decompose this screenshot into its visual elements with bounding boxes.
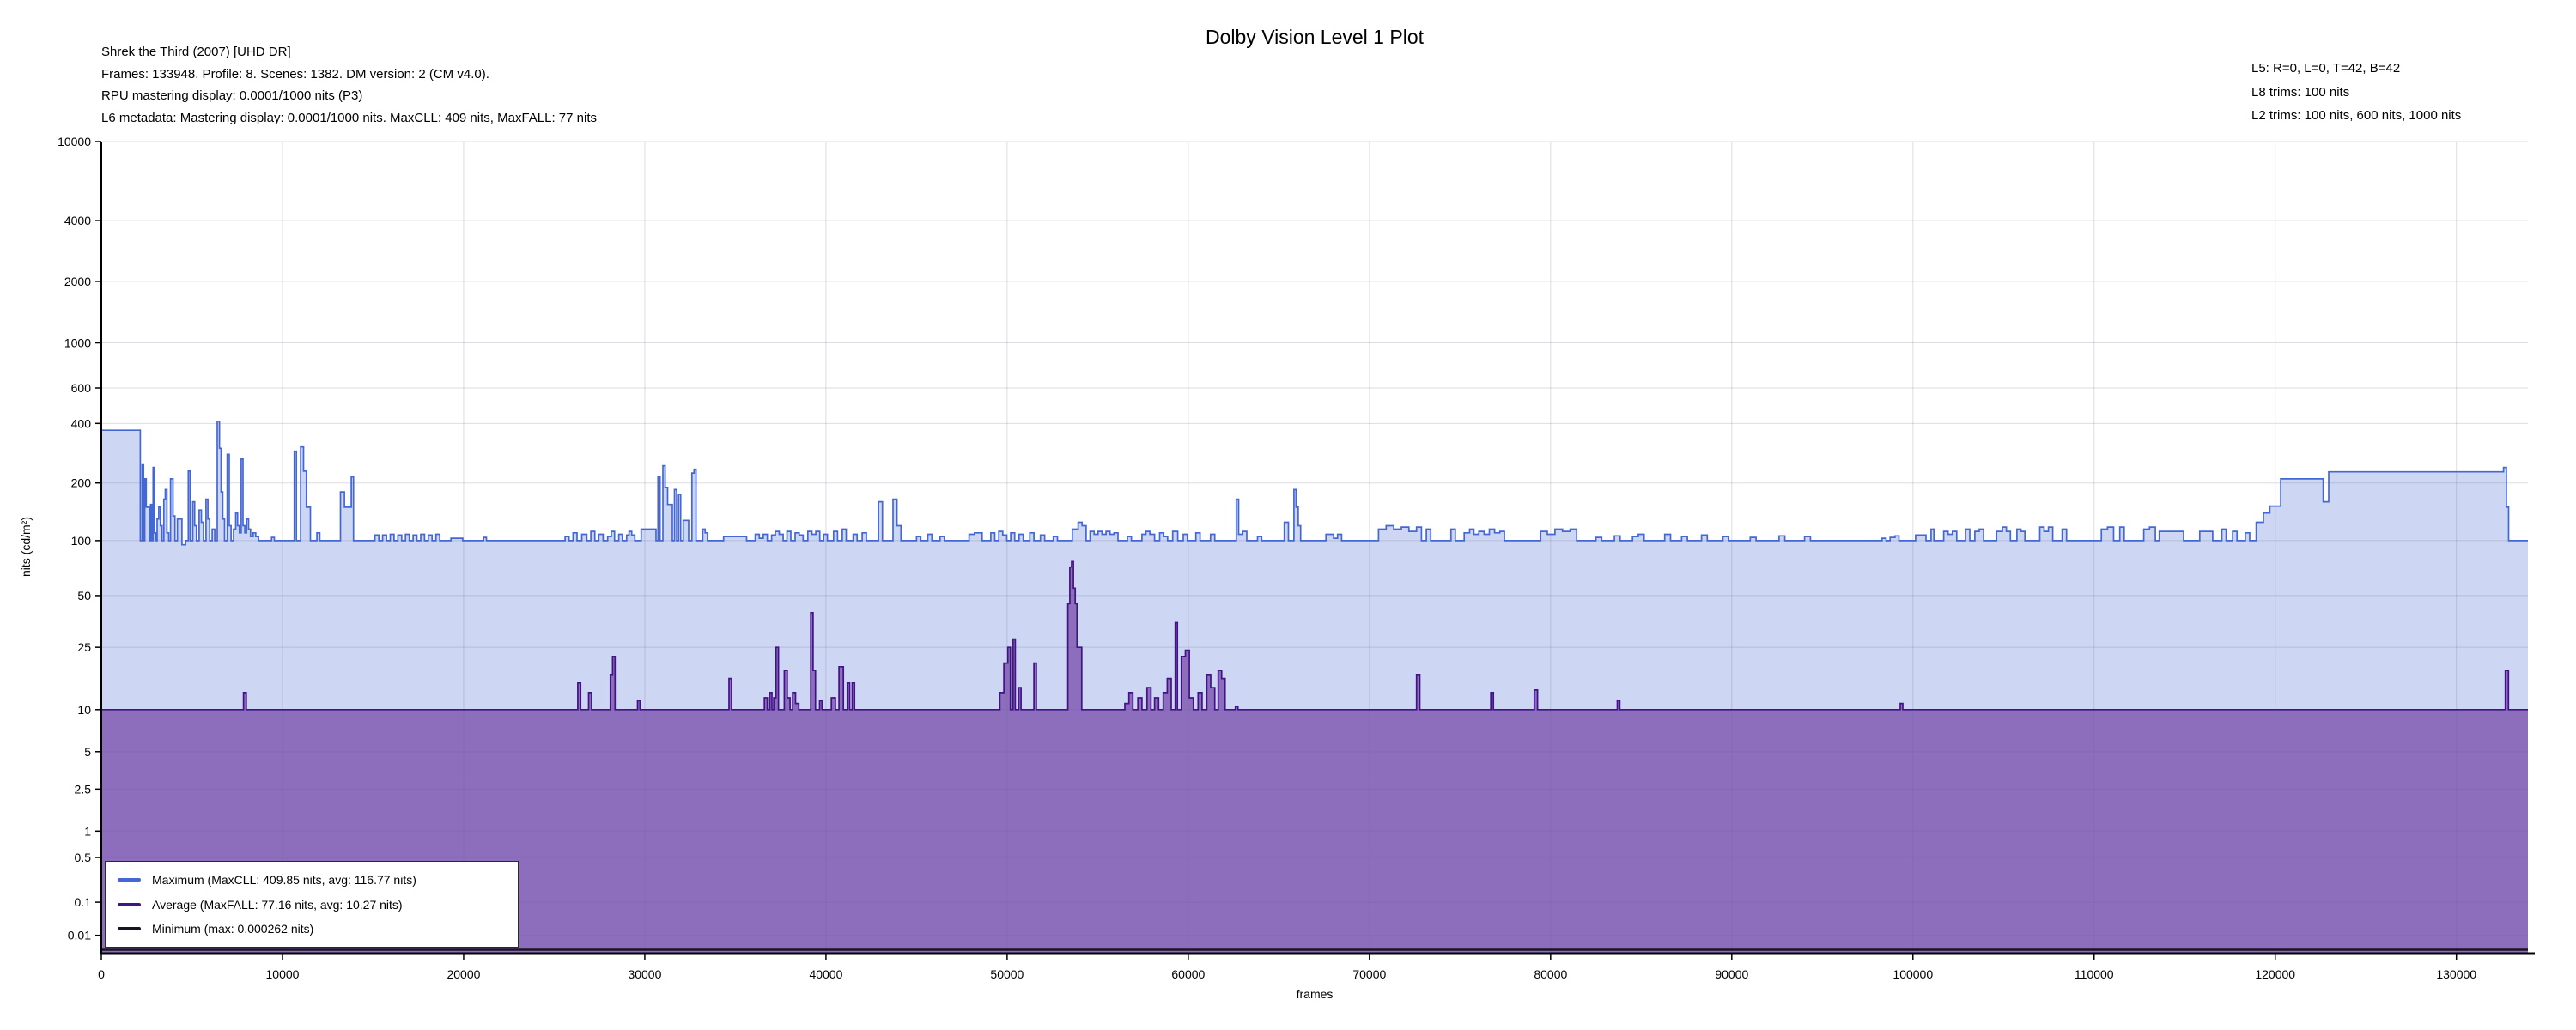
y-tick-label: 50 [77, 589, 91, 603]
x-tick-label: 0 [98, 967, 105, 981]
plot-title: Dolby Vision Level 1 Plot [1206, 26, 1424, 48]
y-tick-label: 25 [77, 640, 91, 654]
y-tick-label: 2.5 [75, 782, 92, 796]
legend-label-minimum: Minimum (max: 0.000262 nits) [152, 922, 314, 936]
metadata-block-left: Shrek the Third (2007) [UHD DR] Frames: … [101, 41, 597, 129]
legend-entry-average: Average (MaxFALL: 77.16 nits, avg: 10.27… [106, 898, 518, 912]
x-tick-label: 30000 [628, 967, 661, 981]
minimum-line-swatch-icon [118, 927, 141, 931]
x-tick-label: 50000 [990, 967, 1024, 981]
y-tick-label: 10 [77, 703, 91, 717]
y-tick-label: 5 [84, 745, 91, 759]
y-tick-label: 1 [84, 824, 91, 838]
x-tick-label: 60000 [1171, 967, 1205, 981]
legend-label-maximum: Maximum (MaxCLL: 409.85 nits, avg: 116.7… [152, 872, 416, 887]
y-axis-title: nits (cd/m²) [19, 517, 33, 577]
y-tick-label: 600 [71, 381, 92, 395]
average-series-line [101, 560, 2528, 711]
metadata-line-l8: L8 trims: 100 nits [2251, 84, 2350, 100]
legend-entry-minimum: Minimum (max: 0.000262 nits) [106, 922, 518, 936]
y-tick-label: 10000 [58, 135, 91, 148]
maximum-series-line [101, 420, 2528, 546]
y-tick-label: 2000 [64, 275, 91, 288]
legend-entry-maximum: Maximum (MaxCLL: 409.85 nits, avg: 116.7… [106, 873, 518, 887]
average-series-area [101, 561, 2528, 953]
y-tick-label: 100 [71, 534, 92, 548]
legend-label-average: Average (MaxFALL: 77.16 nits, avg: 10.27… [152, 897, 403, 912]
metadata-line-frames: Frames: 133948. Profile: 8. Scenes: 1382… [101, 66, 489, 82]
x-tick-label: 90000 [1715, 967, 1748, 981]
chart-legend: Maximum (MaxCLL: 409.85 nits, avg: 116.7… [105, 861, 519, 948]
y-tick-label: 400 [71, 416, 92, 430]
x-tick-label: 80000 [1534, 967, 1567, 981]
metadata-block-right: L5: R=0, L=0, T=42, B=42 L8 trims: 100 n… [2251, 57, 2461, 128]
metadata-line-l6: L6 metadata: Mastering display: 0.0001/1… [101, 110, 597, 125]
x-tick-label: 120000 [2255, 967, 2295, 981]
metadata-line-title: Shrek the Third (2007) [UHD DR] [101, 45, 291, 59]
y-tick-label: 0.5 [75, 851, 92, 864]
metadata-line-rpu: RPU mastering display: 0.0001/1000 nits … [101, 88, 363, 103]
x-tick-label: 130000 [2436, 967, 2476, 981]
x-tick-label: 10000 [266, 967, 300, 981]
x-tick-label: 20000 [447, 967, 480, 981]
metadata-line-l2: L2 trims: 100 nits, 600 nits, 1000 nits [2251, 108, 2462, 123]
x-tick-label: 100000 [1893, 967, 1933, 981]
x-tick-label: 40000 [809, 967, 842, 981]
y-tick-label: 0.1 [75, 895, 92, 909]
y-tick-label: 200 [71, 476, 92, 490]
y-tick-label: 0.01 [68, 929, 91, 942]
maximum-line-swatch-icon [118, 877, 141, 882]
x-tick-label: 110000 [2075, 967, 2114, 981]
average-line-swatch-icon [118, 902, 141, 906]
x-axis-title: frames [1296, 987, 1334, 1001]
y-tick-label: 4000 [64, 214, 91, 227]
y-tick-label: 1000 [64, 336, 91, 350]
metadata-line-l5: L5: R=0, L=0, T=42, B=42 [2251, 61, 2401, 76]
x-tick-label: 70000 [1352, 967, 1386, 981]
